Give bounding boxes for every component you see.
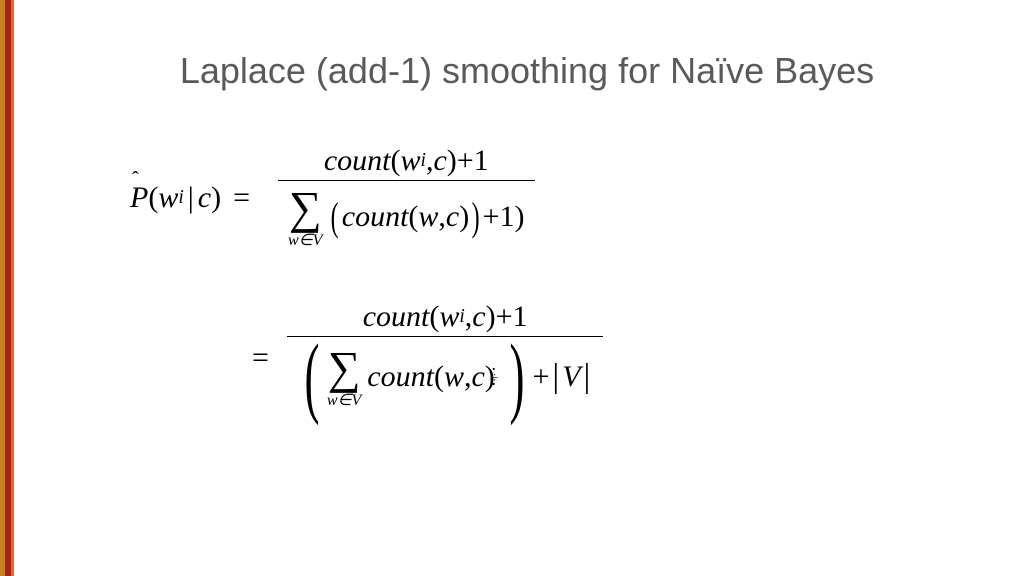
border-stripe-2: [11, 0, 14, 576]
big-left-paren: (: [304, 341, 319, 413]
big-right-paren: ): [510, 341, 525, 413]
eq2-fraction: count ( wi , c ) +1 ( ∑ w∈V count (: [287, 298, 603, 417]
p-hat: ˆ P: [130, 183, 148, 213]
eq1-lhs: ˆ P ( wi | c ) =: [130, 183, 262, 213]
eq1-numerator: count ( wi , c ) +1: [314, 142, 499, 180]
eq2-denominator: ( ∑ w∈V count ( w , c ) · ÷ ·: [287, 337, 603, 417]
equation-2: = count ( wi , c ) +1 ( ∑ w∈V: [240, 298, 984, 417]
stray-artifact: · ÷ ·: [491, 366, 499, 389]
eq1-sigma: ∑ w∈V: [288, 185, 322, 249]
eq2-sigma: ∑ w∈V: [327, 345, 361, 409]
equation-block: ˆ P ( wi | c ) = count ( wi , c ) +1: [130, 142, 984, 417]
eq1-fraction: count ( wi , c ) +1 ∑ w∈V ( count (: [278, 142, 534, 253]
abs-V: | V |: [549, 360, 593, 394]
left-accent-border: [0, 0, 14, 576]
slide-content: Laplace (add-1) smoothing for Naïve Baye…: [30, 0, 1024, 576]
slide-title: Laplace (add-1) smoothing for Naïve Baye…: [70, 50, 984, 92]
eq1-denominator: ∑ w∈V ( count ( w , c ) ) +1): [278, 181, 534, 253]
equation-1: ˆ P ( wi | c ) = count ( wi , c ) +1: [130, 142, 984, 253]
